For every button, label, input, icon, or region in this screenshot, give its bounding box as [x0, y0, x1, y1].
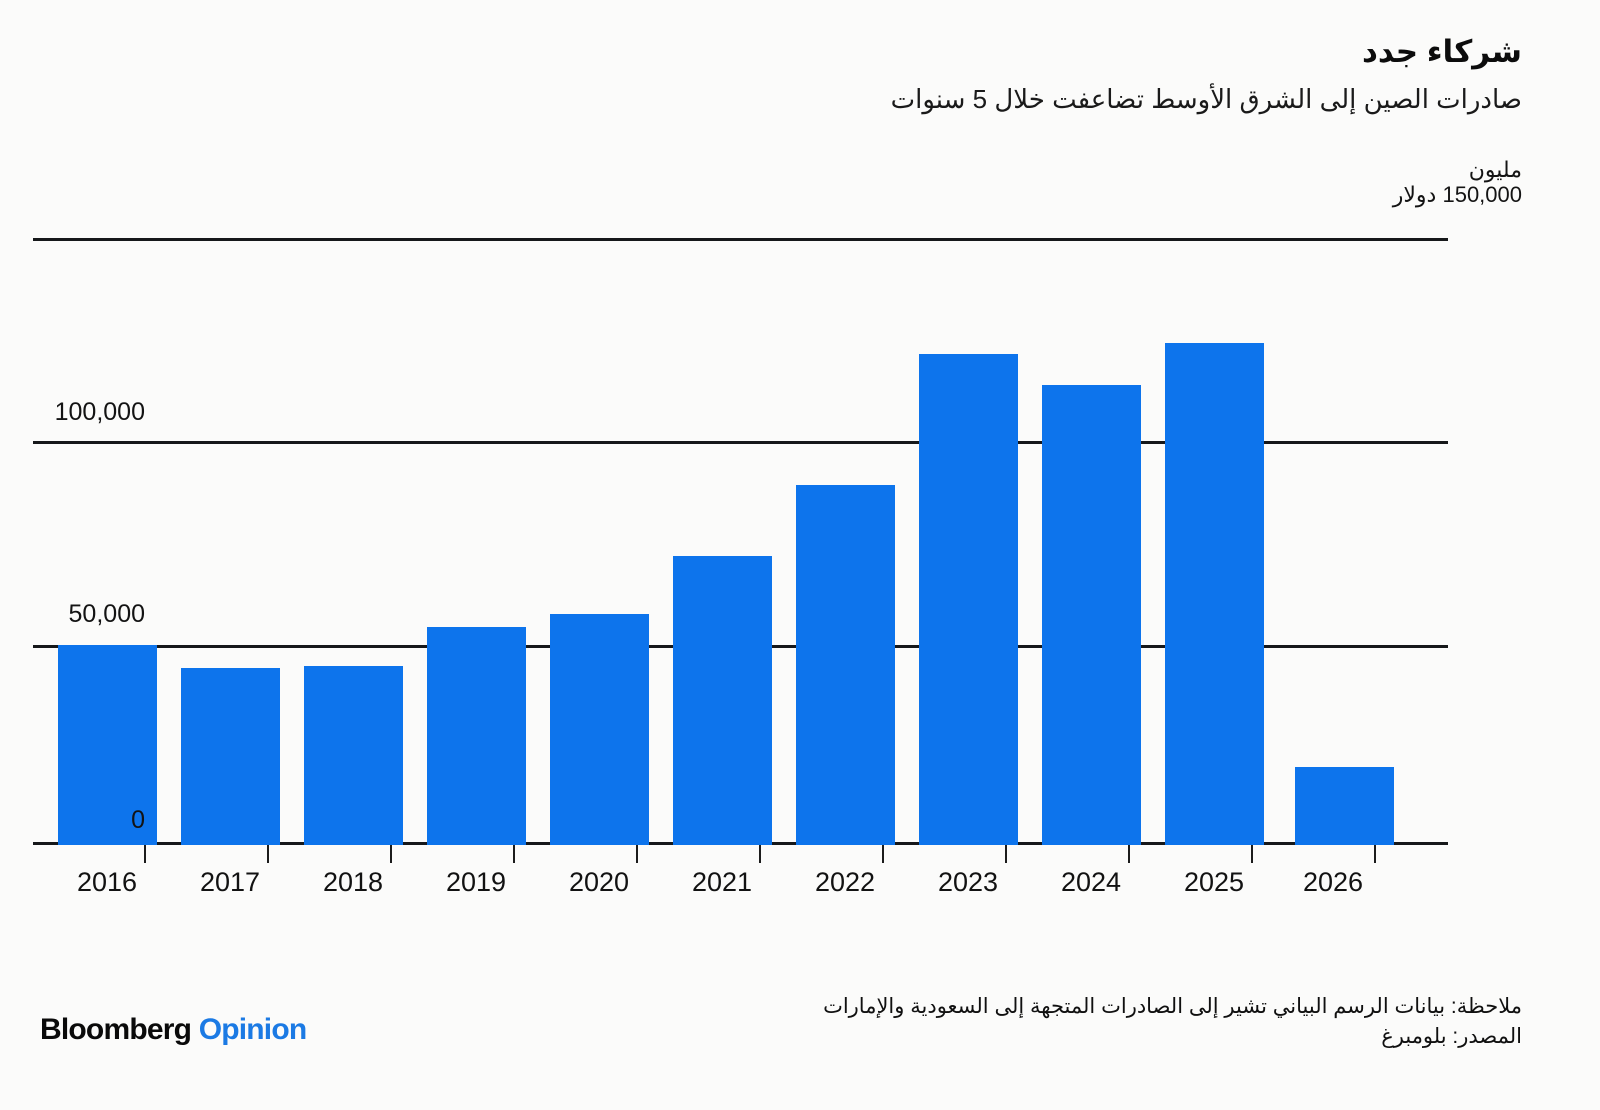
y-tick-label-50000: 50,000 — [68, 600, 145, 628]
bar-2016[interactable] — [58, 645, 157, 845]
chart-note: ملاحظة: بيانات الرسم البياني تشير إلى ال… — [823, 995, 1522, 1018]
x-axis: 2016 2017 2018 2019 2020 2021 2022 2023 … — [33, 845, 1448, 905]
bar-series — [33, 238, 1448, 845]
chart-subtitle: صادرات الصين إلى الشرق الأوسط تضاعفت خلا… — [890, 83, 1522, 114]
y-axis-unit-line2-text: دولار — [1392, 181, 1437, 207]
bar-2017[interactable] — [181, 668, 280, 845]
logo-bloomberg-text: Bloomberg — [40, 1013, 192, 1046]
x-axis-label-2024: 2024 — [1060, 867, 1122, 897]
x-tick-2023 — [1005, 845, 1007, 863]
page-title: شركاء جدد — [1361, 34, 1522, 69]
bar-2024[interactable] — [1042, 385, 1141, 845]
gridline-100000 — [33, 441, 1448, 444]
bloomberg-opinion-logo: Bloomberg Opinion — [40, 1013, 308, 1047]
x-tick-2026 — [1374, 845, 1376, 863]
x-tick-2016 — [144, 845, 146, 863]
y-axis-unit-line1: مليون — [1468, 157, 1522, 182]
x-axis-label-2018: 2018 — [322, 867, 384, 897]
x-tick-2019 — [513, 845, 515, 863]
x-axis-label-2019: 2019 — [445, 867, 507, 897]
x-axis-label-2025: 2025 — [1183, 867, 1245, 897]
y-axis-unit-label: مليون 150,000 دولار — [1392, 157, 1522, 208]
y-axis-unit-line2: 150,000 دولار — [1392, 181, 1522, 208]
y-tick-label-100000: 100,000 — [54, 398, 145, 426]
x-axis-label-2021: 2021 — [691, 867, 753, 897]
x-tick-2020 — [636, 845, 638, 863]
x-axis-label-2023: 2023 — [937, 867, 999, 897]
x-tick-2024 — [1128, 845, 1130, 863]
x-axis-label-2022: 2022 — [814, 867, 876, 897]
bar-2023[interactable] — [919, 354, 1018, 845]
footer-notes: ملاحظة: بيانات الرسم البياني تشير إلى ال… — [823, 992, 1522, 1053]
x-tick-2021 — [759, 845, 761, 863]
bar-2020[interactable] — [550, 614, 649, 845]
chart-header: شركاء جدد صادرات الصين إلى الشرق الأوسط … — [0, 0, 1600, 115]
x-tick-2022 — [882, 845, 884, 863]
y-tick-label-150000: 150,000 — [1442, 181, 1522, 207]
bar-2025[interactable] — [1165, 343, 1264, 845]
bar-2018[interactable] — [304, 666, 403, 845]
x-axis-label-2020: 2020 — [568, 867, 630, 897]
x-tick-2017 — [267, 845, 269, 863]
x-axis-label-2016: 2016 — [76, 867, 138, 897]
chart-source: المصدر: بلومبرغ — [1381, 1025, 1522, 1049]
bar-2026[interactable] — [1295, 767, 1394, 845]
x-axis-label-2017: 2017 — [199, 867, 261, 897]
x-tick-2018 — [390, 845, 392, 863]
x-axis-label-2026: 2026 — [1302, 867, 1364, 897]
bar-2021[interactable] — [673, 556, 772, 845]
logo-opinion-text: Opinion — [198, 1013, 308, 1046]
bar-2022[interactable] — [796, 485, 895, 845]
gridline-150000 — [33, 238, 1448, 241]
y-tick-label-0: 0 — [131, 806, 145, 834]
bar-2019[interactable] — [427, 627, 526, 845]
x-tick-2025 — [1251, 845, 1253, 863]
